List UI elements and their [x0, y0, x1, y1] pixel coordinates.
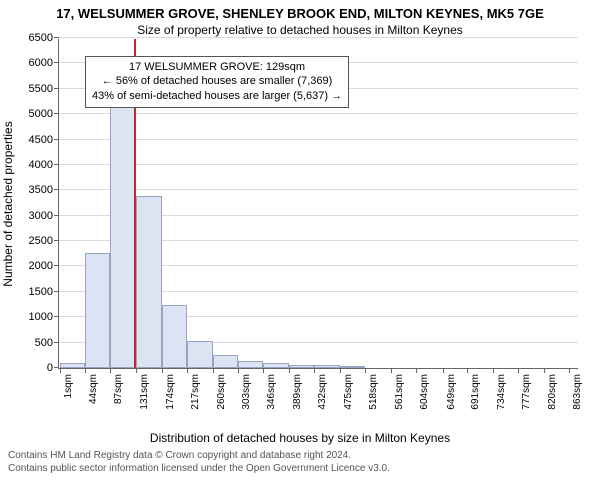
x-tick-label: 561sqm: [394, 374, 405, 410]
y-tick-label: 1500: [29, 286, 59, 298]
x-tick: [518, 368, 519, 373]
y-axis-label: Number of detached properties: [1, 121, 15, 286]
x-tick: [493, 368, 494, 373]
x-tick: [443, 368, 444, 373]
histogram-bar: [314, 365, 339, 368]
y-tick-label: 1000: [29, 311, 59, 323]
footer-attribution: Contains HM Land Registry data © Crown c…: [0, 449, 600, 477]
x-tick-label: 389sqm: [292, 374, 303, 410]
x-tick: [340, 368, 341, 373]
chart-container: Number of detached properties 0500100015…: [0, 39, 600, 449]
histogram-bar: [213, 355, 238, 368]
gridline: [59, 164, 578, 165]
x-tick: [544, 368, 545, 373]
x-tick: [289, 368, 290, 373]
y-tick-label: 500: [35, 337, 59, 349]
x-tick-label: 217sqm: [190, 374, 201, 410]
x-tick-label: 174sqm: [165, 374, 176, 410]
x-tick-label: 777sqm: [521, 374, 532, 410]
x-tick-label: 475sqm: [343, 374, 354, 410]
histogram-bar: [60, 363, 85, 368]
y-tick-label: 3000: [29, 210, 59, 222]
x-tick: [467, 368, 468, 373]
x-tick-label: 346sqm: [266, 374, 277, 410]
y-tick-label: 5500: [29, 83, 59, 95]
x-tick-label: 87sqm: [113, 374, 124, 404]
y-tick-label: 6500: [29, 32, 59, 44]
x-tick-label: 1sqm: [63, 374, 74, 398]
x-tick: [136, 368, 137, 373]
x-tick-label: 691sqm: [470, 374, 481, 410]
x-tick: [60, 368, 61, 373]
gridline: [59, 189, 578, 190]
x-tick-label: 432sqm: [317, 374, 328, 410]
plot-area: 0500100015002000250030003500400045005000…: [58, 39, 578, 369]
y-tick-label: 3500: [29, 184, 59, 196]
histogram-bar: [110, 89, 135, 368]
x-tick: [238, 368, 239, 373]
y-tick-label: 2000: [29, 260, 59, 272]
gridline: [59, 37, 578, 38]
x-tick: [314, 368, 315, 373]
histogram-bar: [263, 363, 288, 368]
x-tick-label: 820sqm: [547, 374, 558, 410]
x-tick: [263, 368, 264, 373]
chart-title-address: 17, WELSUMMER GROVE, SHENLEY BROOK END, …: [0, 0, 600, 21]
y-tick-label: 0: [47, 362, 59, 374]
y-tick-label: 2500: [29, 235, 59, 247]
histogram-bar: [289, 365, 314, 368]
x-tick-label: 131sqm: [139, 374, 150, 410]
y-tick-label: 5000: [29, 108, 59, 120]
annotation-line-1: 17 WELSUMMER GROVE: 129sqm: [92, 60, 342, 75]
x-tick: [162, 368, 163, 373]
x-tick: [365, 368, 366, 373]
x-tick-label: 649sqm: [446, 374, 457, 410]
x-tick: [213, 368, 214, 373]
histogram-bar: [85, 253, 110, 368]
x-tick-label: 863sqm: [572, 374, 583, 410]
histogram-bar: [136, 196, 161, 368]
footer-line-1: Contains HM Land Registry data © Crown c…: [8, 449, 592, 462]
x-tick: [85, 368, 86, 373]
x-tick-label: 734sqm: [496, 374, 507, 410]
histogram-bar: [187, 341, 212, 368]
x-tick-label: 518sqm: [368, 374, 379, 410]
x-tick: [391, 368, 392, 373]
x-tick: [569, 368, 570, 373]
x-tick-label: 44sqm: [88, 374, 99, 404]
x-tick-label: 604sqm: [419, 374, 430, 410]
footer-line-2: Contains public sector information licen…: [8, 462, 592, 475]
gridline: [59, 139, 578, 140]
x-tick-label: 260sqm: [216, 374, 227, 410]
histogram-bar: [162, 305, 187, 368]
histogram-bar: [340, 366, 365, 368]
x-tick: [187, 368, 188, 373]
y-tick-label: 4500: [29, 134, 59, 146]
y-tick-label: 4000: [29, 159, 59, 171]
x-tick: [110, 368, 111, 373]
histogram-bar: [238, 361, 263, 368]
y-tick-label: 6000: [29, 57, 59, 69]
x-tick: [416, 368, 417, 373]
x-axis-label: Distribution of detached houses by size …: [0, 431, 600, 445]
x-tick-label: 303sqm: [241, 374, 252, 410]
annotation-box: 17 WELSUMMER GROVE: 129sqm← 56% of detac…: [85, 56, 349, 109]
annotation-line-3: 43% of semi-detached houses are larger (…: [92, 89, 342, 104]
annotation-line-2: ← 56% of detached houses are smaller (7,…: [92, 74, 342, 89]
gridline: [59, 113, 578, 114]
